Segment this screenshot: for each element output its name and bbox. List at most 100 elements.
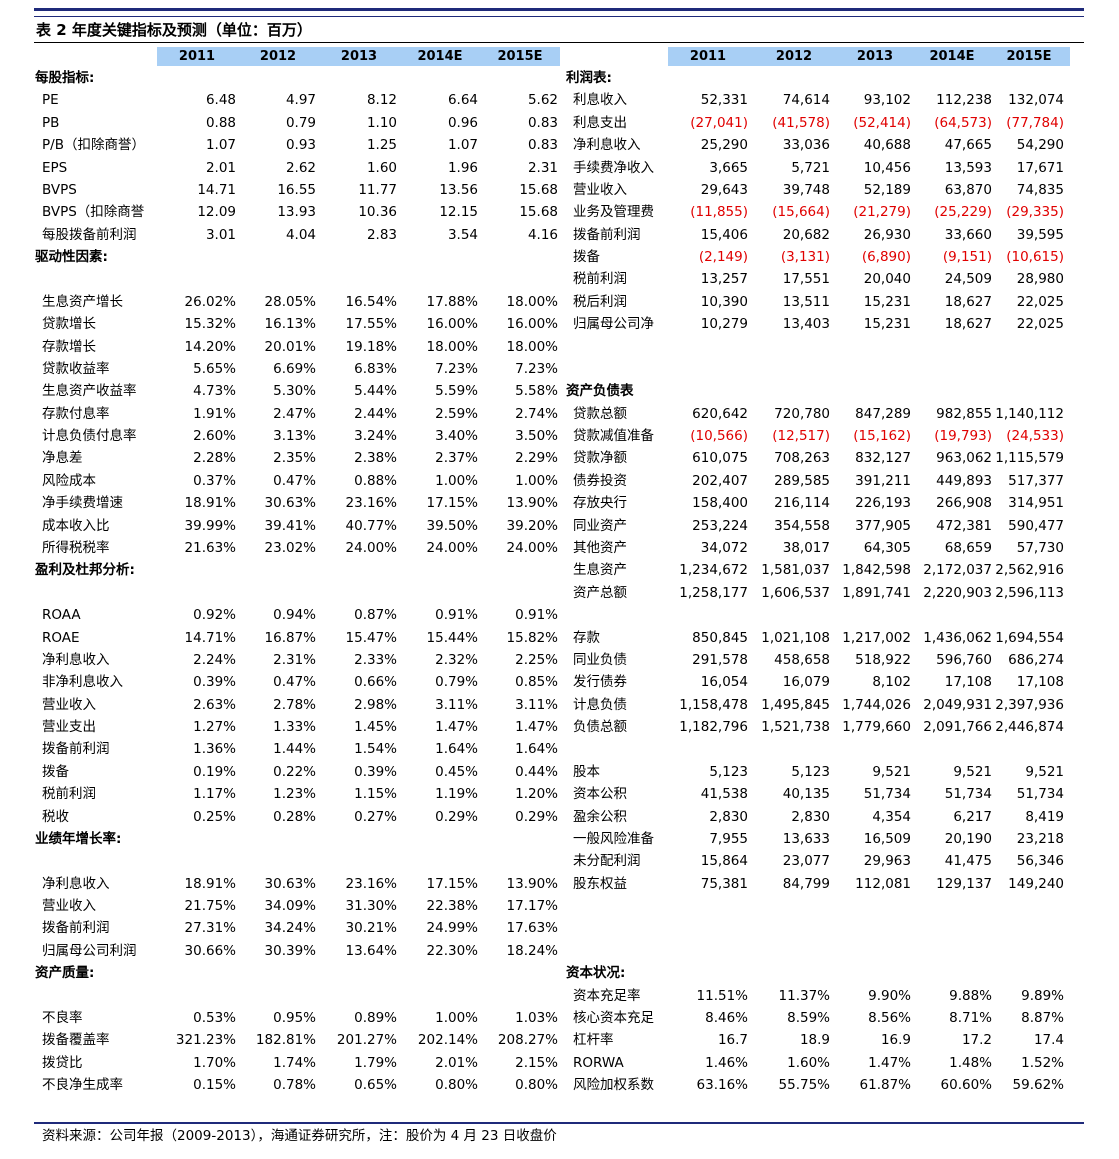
row-label: 拨备 bbox=[573, 249, 600, 266]
cell-value: 0.28% bbox=[273, 808, 316, 825]
cell-value: 472,381 bbox=[936, 517, 992, 534]
cell-value: 34.09% bbox=[264, 898, 316, 915]
cell-value: 226,193 bbox=[855, 495, 911, 512]
cell-value: 22.38% bbox=[426, 898, 478, 915]
cell-value: 14.20% bbox=[184, 338, 236, 355]
cell-value: 1.15% bbox=[354, 786, 397, 803]
cell-value: 208.27% bbox=[497, 1032, 558, 1049]
row-label: 杠杆率 bbox=[573, 1032, 614, 1049]
cell-value: 2.37% bbox=[435, 450, 478, 467]
cell-value: 458,658 bbox=[774, 651, 830, 668]
cell-value: 16.13% bbox=[264, 316, 316, 333]
row-label: 贷款减值准备 bbox=[573, 428, 654, 445]
cell-value: 4.04 bbox=[285, 226, 316, 243]
cell-value: (27,041) bbox=[690, 114, 748, 131]
cell-value: 202.14% bbox=[417, 1032, 478, 1049]
header-bar-left bbox=[157, 47, 560, 66]
row-label: 拨备覆盖率 bbox=[42, 1032, 110, 1049]
cell-value: 2,220,903 bbox=[923, 584, 992, 601]
cell-value: 38,017 bbox=[782, 539, 830, 556]
cell-value: (10,566) bbox=[690, 428, 748, 445]
cell-value: 2.35% bbox=[273, 450, 316, 467]
row-label: 非净利息收入 bbox=[42, 674, 123, 691]
cell-value: 1.47% bbox=[868, 1054, 911, 1071]
cell-value: 16.00% bbox=[506, 316, 558, 333]
cell-value: 12.09 bbox=[197, 204, 236, 221]
cell-value: 2.29% bbox=[515, 450, 558, 467]
cell-value: 1.64% bbox=[435, 741, 478, 758]
cell-value: 51,734 bbox=[1016, 786, 1064, 803]
row-label: 存放央行 bbox=[573, 495, 627, 512]
cell-value: 3.40% bbox=[435, 428, 478, 445]
cell-value: 291,578 bbox=[692, 651, 748, 668]
cell-value: 5.58% bbox=[515, 383, 558, 400]
cell-value: 7,955 bbox=[709, 830, 748, 847]
cell-value: 112,238 bbox=[936, 92, 992, 109]
cell-value: 16,509 bbox=[863, 830, 911, 847]
cell-value: 850,845 bbox=[692, 629, 748, 646]
row-label: 一般风险准备 bbox=[573, 830, 654, 847]
cell-value: 31.30% bbox=[345, 898, 397, 915]
cell-value: 60.60% bbox=[940, 1077, 992, 1094]
cell-value: 5.65% bbox=[193, 360, 236, 377]
cell-value: 23,218 bbox=[1016, 830, 1064, 847]
cell-value: 517,377 bbox=[1008, 472, 1064, 489]
row-label: 净利息收入 bbox=[573, 137, 641, 154]
year-header: 2012 bbox=[259, 49, 297, 64]
cell-value: 132,074 bbox=[1008, 92, 1064, 109]
cell-value: 39,595 bbox=[1016, 226, 1064, 243]
cell-value: 1.33% bbox=[273, 719, 316, 736]
cell-value: 22.30% bbox=[426, 942, 478, 959]
cell-value: 1,606,537 bbox=[761, 584, 830, 601]
row-label: 股本 bbox=[573, 763, 600, 780]
cell-value: 1,581,037 bbox=[761, 562, 830, 579]
cell-value: 19.18% bbox=[345, 338, 397, 355]
cell-value: 54,290 bbox=[1016, 137, 1064, 154]
cell-value: (11,855) bbox=[690, 204, 748, 221]
cell-value: 0.44% bbox=[515, 763, 558, 780]
row-label: 营业收入 bbox=[42, 898, 96, 915]
cell-value: 112,081 bbox=[855, 875, 911, 892]
row-label: 贷款收益率 bbox=[42, 360, 110, 377]
cell-value: 0.93 bbox=[285, 137, 316, 154]
header-bar-right bbox=[668, 47, 1070, 66]
cell-value: 2.63% bbox=[193, 696, 236, 713]
cell-value: (6,890) bbox=[861, 249, 911, 266]
cell-value: 17.2 bbox=[961, 1032, 992, 1049]
cell-value: 201.27% bbox=[336, 1032, 397, 1049]
cell-value: 149,240 bbox=[1008, 875, 1064, 892]
cell-value: 8.46% bbox=[705, 1009, 748, 1026]
section-heading: 驱动性因素: bbox=[35, 249, 108, 266]
cell-value: 2.33% bbox=[354, 651, 397, 668]
cell-value: 314,951 bbox=[1008, 495, 1064, 512]
cell-value: 1.00% bbox=[435, 1009, 478, 1026]
cell-value: 4.73% bbox=[193, 383, 236, 400]
cell-value: 18.91% bbox=[184, 495, 236, 512]
row-label: 成本收入比 bbox=[42, 517, 110, 534]
row-label: ROAA bbox=[42, 607, 81, 624]
cell-value: 0.83 bbox=[527, 114, 558, 131]
cell-value: 129,137 bbox=[936, 875, 992, 892]
cell-value: 720,780 bbox=[774, 405, 830, 422]
row-label: 其他资产 bbox=[573, 539, 627, 556]
row-label: 风险成本 bbox=[42, 472, 96, 489]
cell-value: 68,659 bbox=[944, 539, 992, 556]
cell-value: 0.85% bbox=[515, 674, 558, 691]
cell-value: 202,407 bbox=[692, 472, 748, 489]
row-label: 同业资产 bbox=[573, 517, 627, 534]
row-label: 存款增长 bbox=[42, 338, 96, 355]
cell-value: 1,495,845 bbox=[761, 696, 830, 713]
cell-value: 28,980 bbox=[1016, 271, 1064, 288]
cell-value: 2.74% bbox=[515, 405, 558, 422]
cell-value: 1,234,672 bbox=[679, 562, 748, 579]
cell-value: (15,162) bbox=[853, 428, 911, 445]
cell-value: 0.45% bbox=[435, 763, 478, 780]
cell-value: 15.32% bbox=[184, 316, 236, 333]
cell-value: (41,578) bbox=[772, 114, 830, 131]
cell-value: 8.71% bbox=[949, 1009, 992, 1026]
cell-value: 40.77% bbox=[345, 517, 397, 534]
cell-value: 1.47% bbox=[435, 719, 478, 736]
cell-value: 8.56% bbox=[868, 1009, 911, 1026]
cell-value: 2.28% bbox=[193, 450, 236, 467]
cell-value: 0.65% bbox=[354, 1077, 397, 1094]
